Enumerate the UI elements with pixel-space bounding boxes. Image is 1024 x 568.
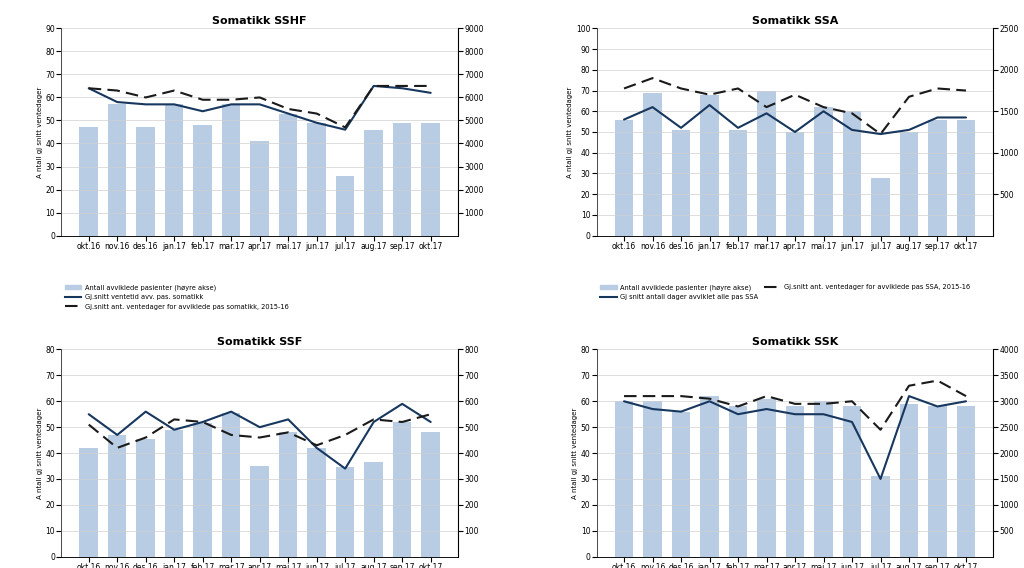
- Bar: [672, 412, 690, 557]
- Bar: [393, 123, 412, 236]
- Bar: [165, 105, 183, 236]
- Bar: [928, 119, 947, 236]
- Bar: [80, 127, 98, 236]
- Bar: [956, 407, 975, 557]
- Bar: [251, 466, 269, 557]
- Bar: [900, 132, 919, 236]
- Bar: [222, 413, 241, 557]
- Title: Somatikk SSA: Somatikk SSA: [752, 16, 839, 26]
- Bar: [307, 123, 326, 236]
- Bar: [279, 432, 297, 557]
- Bar: [194, 423, 212, 557]
- Bar: [336, 467, 354, 557]
- Bar: [614, 119, 633, 236]
- Bar: [956, 119, 975, 236]
- Bar: [165, 430, 183, 557]
- Bar: [643, 93, 662, 236]
- Legend: Antall avviklede pasienter (høyre akse), Gj snitt antall dager avviklet alle pas: Antall avviklede pasienter (høyre akse),…: [600, 285, 970, 300]
- Bar: [785, 132, 804, 236]
- Bar: [365, 130, 383, 236]
- Y-axis label: A ntall gj snitt ventedager: A ntall gj snitt ventedager: [37, 86, 43, 178]
- Bar: [614, 401, 633, 557]
- Bar: [279, 114, 297, 236]
- Bar: [108, 105, 127, 236]
- Bar: [843, 111, 861, 236]
- Bar: [336, 176, 354, 236]
- Bar: [251, 141, 269, 236]
- Bar: [900, 404, 919, 557]
- Bar: [80, 448, 98, 557]
- Bar: [814, 107, 833, 236]
- Title: Somatikk SSK: Somatikk SSK: [752, 337, 838, 347]
- Bar: [307, 448, 326, 557]
- Bar: [108, 435, 127, 557]
- Bar: [136, 439, 155, 557]
- Bar: [672, 130, 690, 236]
- Title: Somatikk SSHF: Somatikk SSHF: [212, 16, 307, 26]
- Bar: [422, 123, 440, 236]
- Bar: [785, 407, 804, 557]
- Y-axis label: A ntall gj snitt ventedager: A ntall gj snitt ventedager: [567, 86, 573, 178]
- Y-axis label: A ntall gj snitt ventedager: A ntall gj snitt ventedager: [572, 407, 578, 499]
- Bar: [871, 178, 890, 236]
- Legend: Antall avviklede pasienter (høyre akse), Gj.snitt ventetid avv. pas. somatikk, G: Antall avviklede pasienter (høyre akse),…: [65, 285, 289, 310]
- Bar: [758, 399, 776, 557]
- Title: Somatikk SSF: Somatikk SSF: [217, 337, 302, 347]
- Bar: [194, 125, 212, 236]
- Bar: [928, 407, 947, 557]
- Bar: [136, 127, 155, 236]
- Y-axis label: A ntall gj snitt ventedager: A ntall gj snitt ventedager: [37, 407, 43, 499]
- Bar: [365, 462, 383, 557]
- Bar: [643, 401, 662, 557]
- Bar: [814, 401, 833, 557]
- Bar: [758, 90, 776, 236]
- Bar: [422, 432, 440, 557]
- Bar: [700, 396, 719, 557]
- Bar: [871, 477, 890, 557]
- Bar: [843, 407, 861, 557]
- Bar: [729, 407, 748, 557]
- Bar: [393, 422, 412, 557]
- Bar: [729, 130, 748, 236]
- Bar: [222, 105, 241, 236]
- Bar: [700, 95, 719, 236]
